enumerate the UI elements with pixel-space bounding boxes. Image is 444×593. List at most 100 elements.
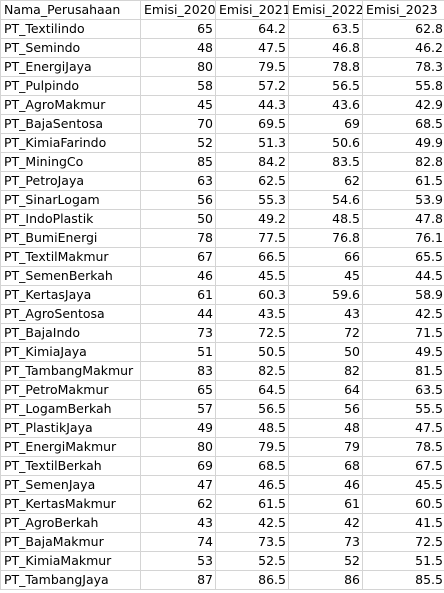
- emission-value-cell[interactable]: 86: [288, 570, 363, 590]
- emission-value-cell[interactable]: 42.9: [362, 95, 444, 115]
- company-name-cell[interactable]: PT_LogamBerkah: [0, 399, 141, 419]
- emission-value-cell[interactable]: 44.5: [362, 266, 444, 286]
- emission-value-cell[interactable]: 45.5: [215, 266, 289, 286]
- emission-value-cell[interactable]: 48: [140, 38, 216, 58]
- header-cell[interactable]: Nama_Perusahaan: [0, 0, 141, 20]
- emission-value-cell[interactable]: 85.5: [362, 570, 444, 590]
- emission-value-cell[interactable]: 58.9: [362, 285, 444, 305]
- emission-value-cell[interactable]: 46: [140, 266, 216, 286]
- company-name-cell[interactable]: PT_KimiaMakmur: [0, 551, 141, 571]
- company-name-cell[interactable]: PT_BajaMakmur: [0, 532, 141, 552]
- emission-value-cell[interactable]: 55.8: [362, 76, 444, 96]
- emission-value-cell[interactable]: 55.5: [362, 399, 444, 419]
- emission-value-cell[interactable]: 67.5: [362, 456, 444, 476]
- emission-value-cell[interactable]: 82.5: [215, 361, 289, 381]
- emission-value-cell[interactable]: 54.6: [288, 190, 363, 210]
- company-name-cell[interactable]: PT_AgroSentosa: [0, 304, 141, 324]
- emission-value-cell[interactable]: 73: [288, 532, 363, 552]
- emission-value-cell[interactable]: 61.5: [215, 494, 289, 514]
- company-name-cell[interactable]: PT_IndoPlastik: [0, 209, 141, 229]
- emission-value-cell[interactable]: 81.5: [362, 361, 444, 381]
- emission-value-cell[interactable]: 72: [288, 323, 363, 343]
- emission-value-cell[interactable]: 44: [140, 304, 216, 324]
- emission-value-cell[interactable]: 47.8: [362, 209, 444, 229]
- emission-value-cell[interactable]: 49.2: [215, 209, 289, 229]
- emission-value-cell[interactable]: 41.5: [362, 513, 444, 533]
- company-name-cell[interactable]: PT_BajaIndo: [0, 323, 141, 343]
- company-name-cell[interactable]: PT_KimiaFarindo: [0, 133, 141, 153]
- emission-value-cell[interactable]: 83.5: [288, 152, 363, 172]
- emission-value-cell[interactable]: 56.5: [288, 76, 363, 96]
- company-name-cell[interactable]: PT_BumiEnergi: [0, 228, 141, 248]
- emission-value-cell[interactable]: 62: [288, 171, 363, 191]
- emission-value-cell[interactable]: 80: [140, 437, 216, 457]
- emission-value-cell[interactable]: 44.3: [215, 95, 289, 115]
- emission-value-cell[interactable]: 68: [288, 456, 363, 476]
- company-name-cell[interactable]: PT_TambangMakmur: [0, 361, 141, 381]
- emission-value-cell[interactable]: 46.5: [215, 475, 289, 495]
- emission-value-cell[interactable]: 60.5: [362, 494, 444, 514]
- company-name-cell[interactable]: PT_EnergiMakmur: [0, 437, 141, 457]
- emission-value-cell[interactable]: 80: [140, 57, 216, 77]
- emission-value-cell[interactable]: 62.8: [362, 19, 444, 39]
- header-cell[interactable]: Emisi_2021: [215, 0, 289, 20]
- emission-value-cell[interactable]: 47.5: [215, 38, 289, 58]
- emission-value-cell[interactable]: 49.5: [362, 342, 444, 362]
- emission-value-cell[interactable]: 42: [288, 513, 363, 533]
- emission-value-cell[interactable]: 61: [140, 285, 216, 305]
- emission-value-cell[interactable]: 42.5: [215, 513, 289, 533]
- company-name-cell[interactable]: PT_KimiaJaya: [0, 342, 141, 362]
- emission-value-cell[interactable]: 51: [140, 342, 216, 362]
- emission-value-cell[interactable]: 56: [140, 190, 216, 210]
- company-name-cell[interactable]: PT_BajaSentosa: [0, 114, 141, 134]
- company-name-cell[interactable]: PT_PlastikJaya: [0, 418, 141, 438]
- emission-value-cell[interactable]: 87: [140, 570, 216, 590]
- emission-value-cell[interactable]: 79.5: [215, 437, 289, 457]
- emission-value-cell[interactable]: 64.5: [215, 380, 289, 400]
- emission-value-cell[interactable]: 46: [288, 475, 363, 495]
- emission-value-cell[interactable]: 86.5: [215, 570, 289, 590]
- emission-value-cell[interactable]: 51.3: [215, 133, 289, 153]
- emission-value-cell[interactable]: 78: [140, 228, 216, 248]
- emission-value-cell[interactable]: 52.5: [215, 551, 289, 571]
- emission-value-cell[interactable]: 78.3: [362, 57, 444, 77]
- emission-value-cell[interactable]: 77.5: [215, 228, 289, 248]
- emission-value-cell[interactable]: 47: [140, 475, 216, 495]
- emission-value-cell[interactable]: 72.5: [215, 323, 289, 343]
- emission-value-cell[interactable]: 68.5: [362, 114, 444, 134]
- emission-value-cell[interactable]: 46.8: [288, 38, 363, 58]
- emission-value-cell[interactable]: 61: [288, 494, 363, 514]
- emission-value-cell[interactable]: 45: [140, 95, 216, 115]
- emission-value-cell[interactable]: 76.1: [362, 228, 444, 248]
- emission-value-cell[interactable]: 69: [140, 456, 216, 476]
- emission-value-cell[interactable]: 85: [140, 152, 216, 172]
- company-name-cell[interactable]: PT_KertasMakmur: [0, 494, 141, 514]
- header-cell[interactable]: Emisi_2020: [140, 0, 216, 20]
- emission-value-cell[interactable]: 52: [140, 133, 216, 153]
- emission-value-cell[interactable]: 50.6: [288, 133, 363, 153]
- emission-value-cell[interactable]: 65: [140, 380, 216, 400]
- company-name-cell[interactable]: PT_PetroJaya: [0, 171, 141, 191]
- emission-value-cell[interactable]: 46.2: [362, 38, 444, 58]
- emission-value-cell[interactable]: 62.5: [215, 171, 289, 191]
- emission-value-cell[interactable]: 69.5: [215, 114, 289, 134]
- company-name-cell[interactable]: PT_MiningCo: [0, 152, 141, 172]
- company-name-cell[interactable]: PT_Textilindo: [0, 19, 141, 39]
- company-name-cell[interactable]: PT_SinarLogam: [0, 190, 141, 210]
- emission-value-cell[interactable]: 78.5: [362, 437, 444, 457]
- emission-value-cell[interactable]: 73.5: [215, 532, 289, 552]
- emission-value-cell[interactable]: 79.5: [215, 57, 289, 77]
- header-cell[interactable]: Emisi_2022: [288, 0, 363, 20]
- company-name-cell[interactable]: PT_SemenBerkah: [0, 266, 141, 286]
- company-name-cell[interactable]: PT_KertasJaya: [0, 285, 141, 305]
- emission-value-cell[interactable]: 52: [288, 551, 363, 571]
- emission-value-cell[interactable]: 59.6: [288, 285, 363, 305]
- emission-value-cell[interactable]: 65: [140, 19, 216, 39]
- emission-value-cell[interactable]: 71.5: [362, 323, 444, 343]
- emission-value-cell[interactable]: 50.5: [215, 342, 289, 362]
- emission-value-cell[interactable]: 64.2: [215, 19, 289, 39]
- emission-value-cell[interactable]: 53.9: [362, 190, 444, 210]
- emission-value-cell[interactable]: 63: [140, 171, 216, 191]
- emission-value-cell[interactable]: 67: [140, 247, 216, 267]
- emission-value-cell[interactable]: 43.5: [215, 304, 289, 324]
